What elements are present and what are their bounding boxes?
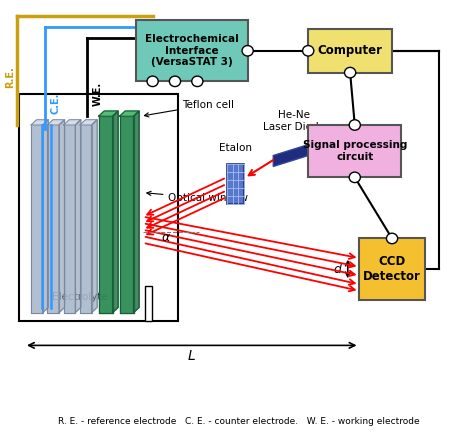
Text: Teflon cell: Teflon cell [145,99,235,117]
Circle shape [147,76,158,87]
Polygon shape [75,120,81,312]
Circle shape [192,76,203,87]
Circle shape [242,46,253,56]
Text: W.E.: W.E. [92,82,102,107]
Text: $L$: $L$ [187,349,196,363]
Polygon shape [64,120,81,125]
Text: Electrolyte: Electrolyte [52,292,108,302]
Polygon shape [134,111,139,312]
Polygon shape [80,125,91,312]
Circle shape [169,76,181,87]
Text: C.E.: C.E. [51,92,61,114]
Circle shape [349,172,360,183]
Text: Computer: Computer [318,44,383,57]
Polygon shape [112,111,118,312]
Polygon shape [31,125,43,312]
Text: Electrochemical
Interface
(VersaSTAT 3): Electrochemical Interface (VersaSTAT 3) [145,34,238,67]
Text: Optical window: Optical window [147,191,248,203]
Text: R. E. - reference electrode   C. E. - counter electrode.   W. E. - working elect: R. E. - reference electrode C. E. - coun… [57,417,419,426]
Text: Etalon: Etalon [219,143,252,153]
Text: CCD
Detector: CCD Detector [363,255,421,283]
FancyBboxPatch shape [308,125,401,177]
Bar [145,286,152,321]
Polygon shape [91,120,97,312]
Text: He-Ne
Laser Diode: He-Ne Laser Diode [263,110,325,132]
Polygon shape [99,116,112,312]
Polygon shape [119,111,139,116]
Text: R.E.: R.E. [5,66,15,88]
Polygon shape [43,120,48,312]
FancyBboxPatch shape [136,20,247,81]
Polygon shape [47,120,64,125]
Polygon shape [273,142,315,167]
Bar [227,164,245,204]
Circle shape [345,67,356,78]
Polygon shape [47,125,59,312]
Circle shape [349,120,360,130]
Text: Signal processing
circuit: Signal processing circuit [302,141,407,162]
Polygon shape [80,120,97,125]
FancyBboxPatch shape [359,238,425,300]
Text: $\alpha$: $\alpha$ [162,231,172,244]
Polygon shape [119,116,134,312]
Polygon shape [64,125,75,312]
Bar [19,95,178,321]
Polygon shape [31,120,48,125]
Circle shape [386,233,398,244]
Polygon shape [99,111,118,116]
Polygon shape [59,120,64,312]
Text: $d$: $d$ [334,262,344,276]
Circle shape [302,46,314,56]
FancyBboxPatch shape [308,29,392,72]
